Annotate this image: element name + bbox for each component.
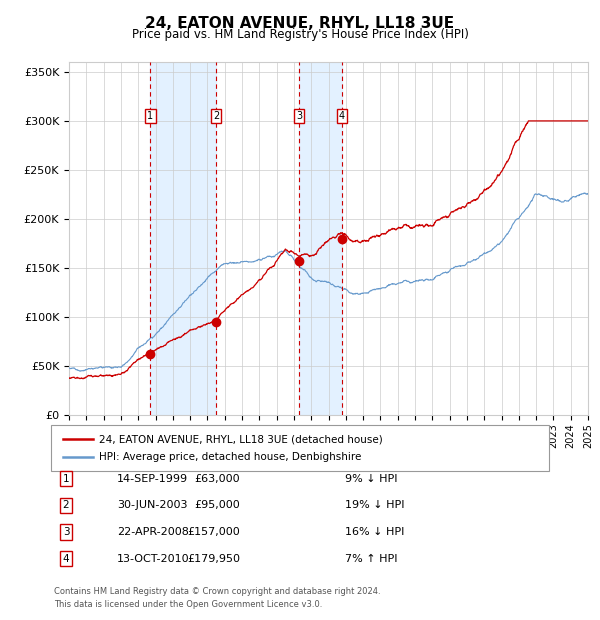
- Text: £157,000: £157,000: [187, 527, 240, 537]
- Text: 4: 4: [339, 111, 345, 121]
- Bar: [151, 62, 216, 415]
- Text: 30-JUN-2003: 30-JUN-2003: [117, 500, 187, 510]
- Bar: [299, 62, 342, 415]
- Text: 1: 1: [148, 111, 154, 121]
- Text: £179,950: £179,950: [187, 554, 240, 564]
- Text: 13-OCT-2010: 13-OCT-2010: [117, 554, 190, 564]
- Text: £95,000: £95,000: [194, 500, 240, 510]
- Text: Contains HM Land Registry data © Crown copyright and database right 2024.: Contains HM Land Registry data © Crown c…: [54, 587, 380, 596]
- Text: 9% ↓ HPI: 9% ↓ HPI: [345, 474, 398, 484]
- Text: 14-SEP-1999: 14-SEP-1999: [117, 474, 188, 484]
- Text: This data is licensed under the Open Government Licence v3.0.: This data is licensed under the Open Gov…: [54, 600, 322, 609]
- Text: 3: 3: [62, 527, 70, 537]
- Text: 3: 3: [296, 111, 302, 121]
- Text: 2: 2: [213, 111, 219, 121]
- Text: 7% ↑ HPI: 7% ↑ HPI: [345, 554, 398, 564]
- Text: 22-APR-2008: 22-APR-2008: [117, 527, 189, 537]
- Text: 2: 2: [62, 500, 70, 510]
- Text: 24, EATON AVENUE, RHYL, LL18 3UE (detached house): 24, EATON AVENUE, RHYL, LL18 3UE (detach…: [99, 434, 383, 444]
- Text: 24, EATON AVENUE, RHYL, LL18 3UE: 24, EATON AVENUE, RHYL, LL18 3UE: [145, 16, 455, 30]
- Text: 4: 4: [62, 554, 70, 564]
- Text: 1: 1: [62, 474, 70, 484]
- Text: 19% ↓ HPI: 19% ↓ HPI: [345, 500, 404, 510]
- Text: HPI: Average price, detached house, Denbighshire: HPI: Average price, detached house, Denb…: [99, 452, 361, 462]
- Text: £63,000: £63,000: [194, 474, 240, 484]
- Text: Price paid vs. HM Land Registry's House Price Index (HPI): Price paid vs. HM Land Registry's House …: [131, 28, 469, 41]
- Text: 16% ↓ HPI: 16% ↓ HPI: [345, 527, 404, 537]
